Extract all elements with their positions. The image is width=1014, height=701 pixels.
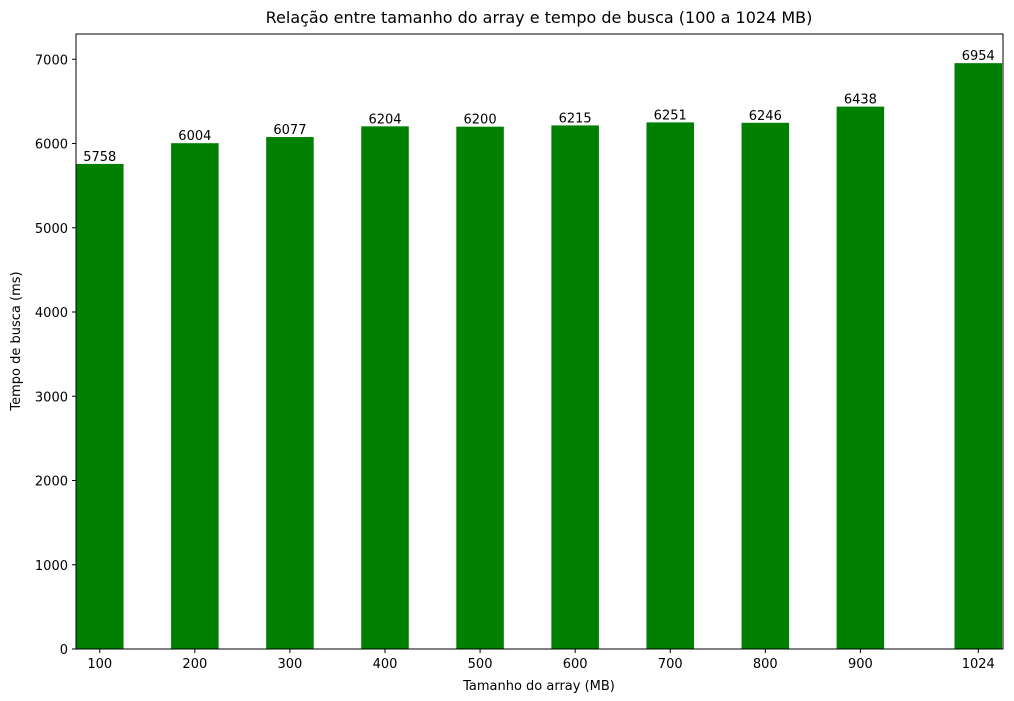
y-axis: 0 1000 2000 3000 4000 5000 6000 7000 xyxy=(35,53,76,658)
y-tick-label-0: 0 xyxy=(60,643,68,658)
x-tick-label-900: 900 xyxy=(848,657,873,672)
data-label-100: 5758 xyxy=(83,150,116,165)
data-label-400: 6204 xyxy=(368,112,401,127)
y-tick-label-5000: 5000 xyxy=(35,222,68,237)
data-label-700: 6251 xyxy=(654,108,687,123)
bar-500 xyxy=(456,126,504,649)
y-tick-label-6000: 6000 xyxy=(35,138,68,153)
x-tick-label-200: 200 xyxy=(182,657,207,672)
x-axis: 100 200 300 400 500 600 700 800 900 1024 xyxy=(87,649,995,672)
x-tick-label-100: 100 xyxy=(87,657,112,672)
x-tick-label-700: 700 xyxy=(658,657,683,672)
data-label-600: 6215 xyxy=(559,111,592,126)
bar-700 xyxy=(646,122,694,650)
bar-600 xyxy=(551,125,599,649)
y-tick-label-3000: 3000 xyxy=(35,390,68,405)
y-tick-label-7000: 7000 xyxy=(35,53,68,68)
x-tick-label-800: 800 xyxy=(753,657,778,672)
data-label-1024: 6954 xyxy=(962,49,995,64)
plot-frame xyxy=(75,33,1004,650)
bar-400 xyxy=(361,126,409,650)
data-label-800: 6246 xyxy=(749,109,782,124)
x-axis-label: Tamanho do array (MB) xyxy=(462,679,615,694)
y-axis-label: Tempo de busca (ms) xyxy=(9,271,24,411)
bar-900 xyxy=(836,106,885,649)
x-tick-label-400: 400 xyxy=(373,657,398,672)
x-tick-label-600: 600 xyxy=(563,657,588,672)
x-tick-label-500: 500 xyxy=(468,657,493,672)
bar-300 xyxy=(266,137,314,649)
y-tick-label-4000: 4000 xyxy=(35,306,68,321)
y-tick-label-1000: 1000 xyxy=(35,559,68,574)
data-label-300: 6077 xyxy=(273,123,306,138)
y-tick-label-2000: 2000 xyxy=(35,475,68,490)
bars-layer xyxy=(76,63,1003,650)
data-label-200: 6004 xyxy=(178,129,211,144)
bar-1024 xyxy=(954,63,1003,650)
bar-100 xyxy=(76,163,124,650)
data-labels-layer: 5758 6004 6077 6204 6200 6215 6251 6246 6438 6954 xyxy=(83,49,995,165)
x-tick-label-1024: 1024 xyxy=(962,657,995,672)
data-label-500: 6200 xyxy=(464,113,497,128)
chart-title: Relação entre tamanho do array e tempo d… xyxy=(266,8,813,27)
bar-800 xyxy=(741,122,790,649)
x-tick-label-300: 300 xyxy=(278,657,303,672)
data-label-900: 6438 xyxy=(844,93,877,108)
bar-200 xyxy=(171,143,219,649)
